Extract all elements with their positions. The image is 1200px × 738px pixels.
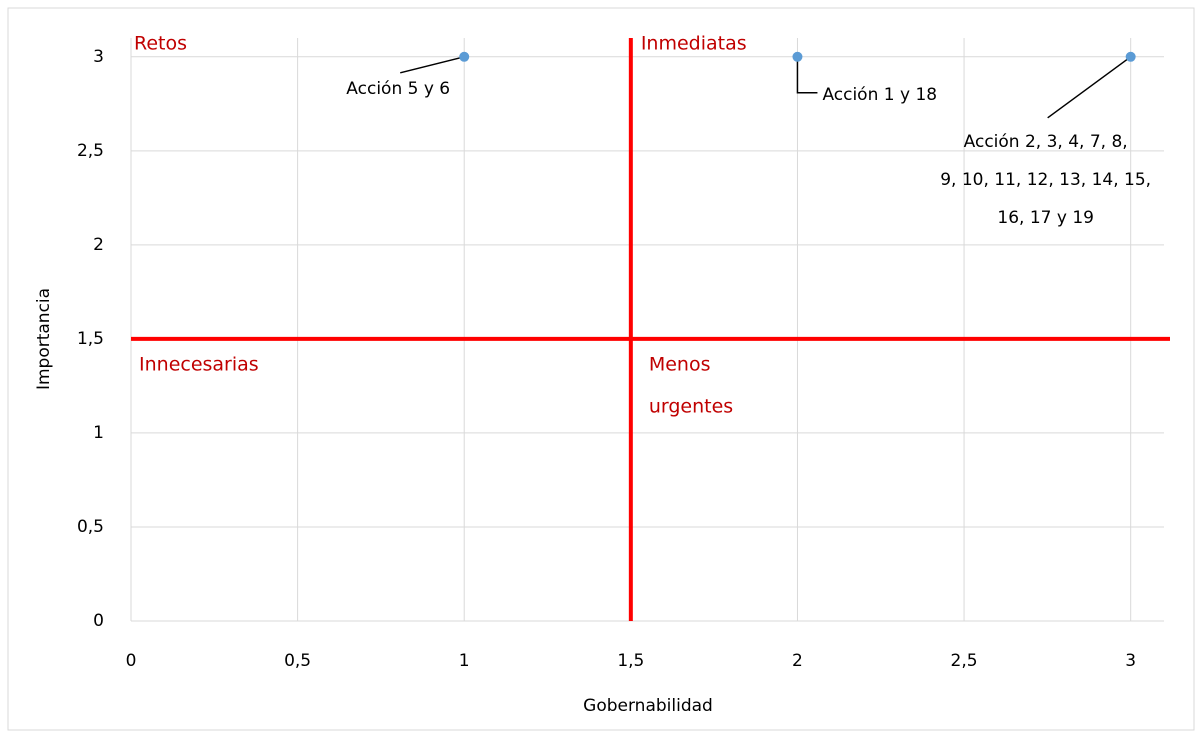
- x-tick-label: 0: [126, 651, 137, 671]
- y-axis-title: Importancia: [34, 288, 54, 390]
- y-tick-label: 3: [93, 47, 104, 67]
- quadrant-label: Innecesarias: [139, 353, 259, 375]
- leader-line: [796, 56, 818, 94]
- data-point: [459, 51, 470, 62]
- x-tick-label: 0,5: [284, 651, 311, 671]
- quadrant-label: Inmediatas: [641, 33, 747, 55]
- x-tick-label: 2,5: [951, 651, 978, 671]
- y-tick-label: 0,5: [77, 517, 104, 537]
- x-axis-title: Gobernabilidad: [583, 696, 713, 716]
- leader-line: [400, 56, 465, 74]
- quadrant-label: urgentes: [649, 395, 733, 417]
- x-tick-label: 2: [792, 651, 803, 671]
- x-tick-label: 1: [459, 651, 470, 671]
- y-tick-label: 0: [93, 611, 104, 631]
- data-point: [792, 51, 803, 62]
- point-label: 9, 10, 11, 12, 13, 14, 15,: [940, 170, 1151, 190]
- data-point: [1125, 51, 1136, 62]
- point-label: 16, 17 y 19: [997, 208, 1094, 228]
- quadrant-label: Menos: [649, 353, 711, 375]
- chart-border: [7, 7, 1195, 731]
- x-tick-label: 3: [1125, 651, 1136, 671]
- leader-line: [1047, 56, 1132, 119]
- y-tick-label: 1: [93, 423, 104, 443]
- y-tick-label: 2: [93, 235, 104, 255]
- x-tick-label: 1,5: [617, 651, 644, 671]
- y-tick-label: 2,5: [77, 141, 104, 161]
- point-label: Acción 2, 3, 4, 7, 8,: [964, 132, 1128, 152]
- point-label: Acción 5 y 6: [346, 79, 450, 99]
- y-tick-label: 1,5: [77, 329, 104, 349]
- quadrant-label: Retos: [134, 33, 187, 55]
- point-label: Acción 1 y 18: [822, 85, 937, 105]
